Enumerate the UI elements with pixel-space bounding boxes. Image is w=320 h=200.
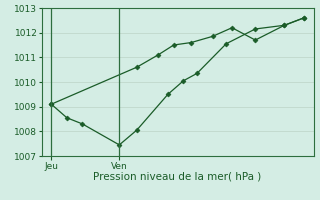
X-axis label: Pression niveau de la mer( hPa ): Pression niveau de la mer( hPa ) [93,172,262,182]
